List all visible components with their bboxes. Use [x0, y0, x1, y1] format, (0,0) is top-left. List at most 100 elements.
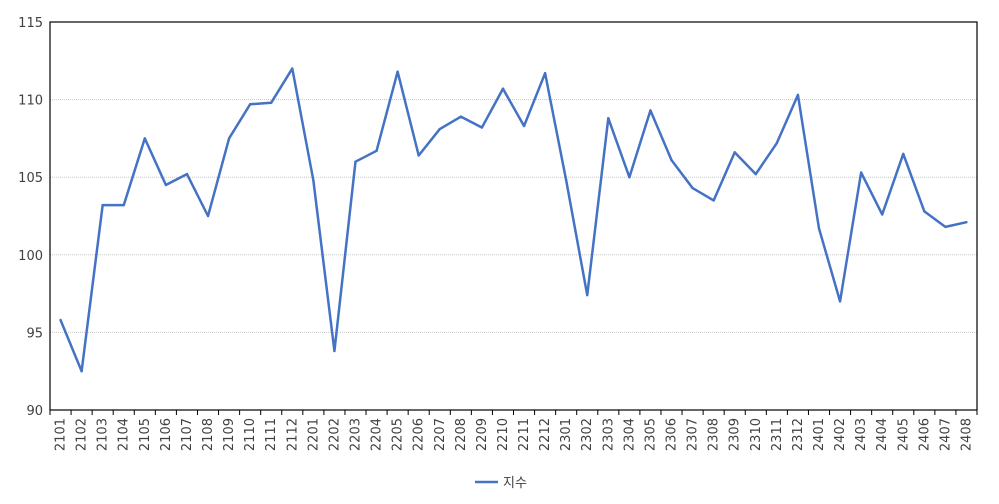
x-tick-label: 2211	[517, 418, 532, 451]
x-tick-label: 2204	[370, 418, 385, 451]
x-tick-label: 2209	[475, 418, 490, 451]
y-tick-label: 105	[18, 171, 43, 186]
legend-label: 지수	[503, 476, 527, 491]
x-tick-label: 2106	[159, 418, 174, 451]
x-tick-label: 2201	[306, 418, 321, 451]
data-point	[312, 179, 315, 182]
data-point	[691, 186, 694, 190]
data-point	[480, 126, 484, 129]
series-group	[59, 67, 968, 373]
x-tick-label: 2112	[285, 418, 300, 451]
x-tick-label: 2301	[559, 418, 574, 451]
x-tick-label: 2305	[643, 418, 658, 451]
data-point	[248, 103, 252, 106]
x-tick-label: 2402	[833, 418, 848, 451]
x-tick-label: 2202	[327, 418, 342, 451]
data-point	[944, 225, 947, 229]
x-tick-label: 2102	[75, 418, 90, 451]
x-tick-label: 2308	[707, 418, 722, 451]
series-line	[59, 67, 967, 373]
x-tick-label: 2212	[538, 418, 553, 451]
x-tick-label: 2312	[791, 418, 806, 451]
x-tick-label: 2403	[854, 418, 869, 451]
x-tick-label: 2408	[959, 418, 974, 451]
data-point	[796, 93, 800, 97]
data-point	[670, 158, 673, 162]
data-point	[859, 171, 863, 174]
y-axis-ticks: 90 95 100 105 110 115	[18, 16, 43, 419]
data-point	[880, 213, 884, 216]
data-point	[396, 70, 399, 73]
x-tick-label: 2104	[117, 418, 132, 451]
data-point	[965, 221, 968, 224]
data-point	[733, 151, 736, 154]
data-point	[206, 214, 210, 218]
x-tick-label: 2302	[580, 418, 595, 451]
data-point	[586, 293, 589, 297]
x-tick-label: 2103	[96, 418, 111, 451]
gridlines	[50, 99, 977, 333]
data-point	[775, 141, 779, 145]
y-tick-label: 110	[18, 94, 43, 109]
data-point	[270, 101, 273, 104]
x-tick-label: 2306	[665, 418, 680, 451]
x-tick-label: 2108	[201, 418, 216, 451]
x-tick-label: 2110	[243, 418, 258, 451]
x-tick-label: 2206	[412, 418, 427, 451]
x-tick-label: 2111	[264, 418, 279, 451]
plot-area-border	[49, 21, 978, 411]
legend: 지수	[475, 476, 527, 491]
data-point	[459, 115, 463, 118]
data-point	[59, 318, 62, 322]
data-point	[649, 109, 652, 112]
data-point	[122, 203, 125, 207]
data-point	[628, 176, 631, 179]
data-point	[101, 203, 104, 207]
data-point	[375, 149, 378, 153]
data-point	[143, 137, 147, 140]
x-tick-label: 2311	[770, 418, 785, 451]
data-point	[291, 67, 294, 70]
data-point	[501, 87, 505, 90]
y-tick-label: 95	[26, 326, 43, 341]
x-tick-label: 2107	[180, 418, 195, 451]
data-point	[164, 183, 168, 187]
x-tick-label: 2203	[348, 418, 363, 451]
data-point	[838, 300, 842, 303]
x-tick-label: 2406	[917, 418, 932, 451]
data-point	[607, 117, 610, 120]
data-point	[80, 370, 83, 373]
x-tick-label: 2401	[812, 418, 827, 451]
data-point	[438, 127, 441, 131]
data-point	[564, 179, 568, 182]
x-tick-label: 2304	[622, 418, 637, 451]
x-tick-label: 2405	[896, 418, 911, 451]
x-tick-label: 2307	[686, 418, 701, 451]
x-axis-ticks: 2101 2102 2103 2104 2105 2106 2107 2108 2109 2110…	[49, 410, 978, 451]
x-tick-label: 2205	[391, 418, 406, 451]
x-tick-label: 2208	[454, 418, 469, 451]
x-tick-label: 2310	[749, 418, 764, 451]
data-point	[227, 137, 231, 140]
y-tick-label: 90	[26, 404, 43, 419]
x-tick-label: 2404	[875, 418, 890, 451]
y-tick-label: 100	[18, 249, 43, 264]
x-tick-label: 2407	[938, 418, 953, 451]
data-point	[712, 199, 715, 202]
x-tick-label: 2303	[601, 418, 616, 451]
data-point	[185, 172, 189, 176]
data-point	[923, 210, 926, 213]
x-tick-label: 2109	[222, 418, 237, 451]
x-tick-label: 2207	[433, 418, 448, 451]
x-tick-label: 2309	[728, 418, 743, 451]
data-point	[522, 124, 526, 128]
y-tick-label: 115	[18, 16, 43, 31]
data-point	[417, 154, 420, 157]
x-tick-label: 2210	[496, 418, 511, 451]
x-tick-label: 2105	[138, 418, 153, 451]
data-point	[817, 227, 821, 230]
data-point	[543, 72, 547, 75]
data-point	[754, 172, 757, 176]
data-point	[354, 160, 357, 163]
